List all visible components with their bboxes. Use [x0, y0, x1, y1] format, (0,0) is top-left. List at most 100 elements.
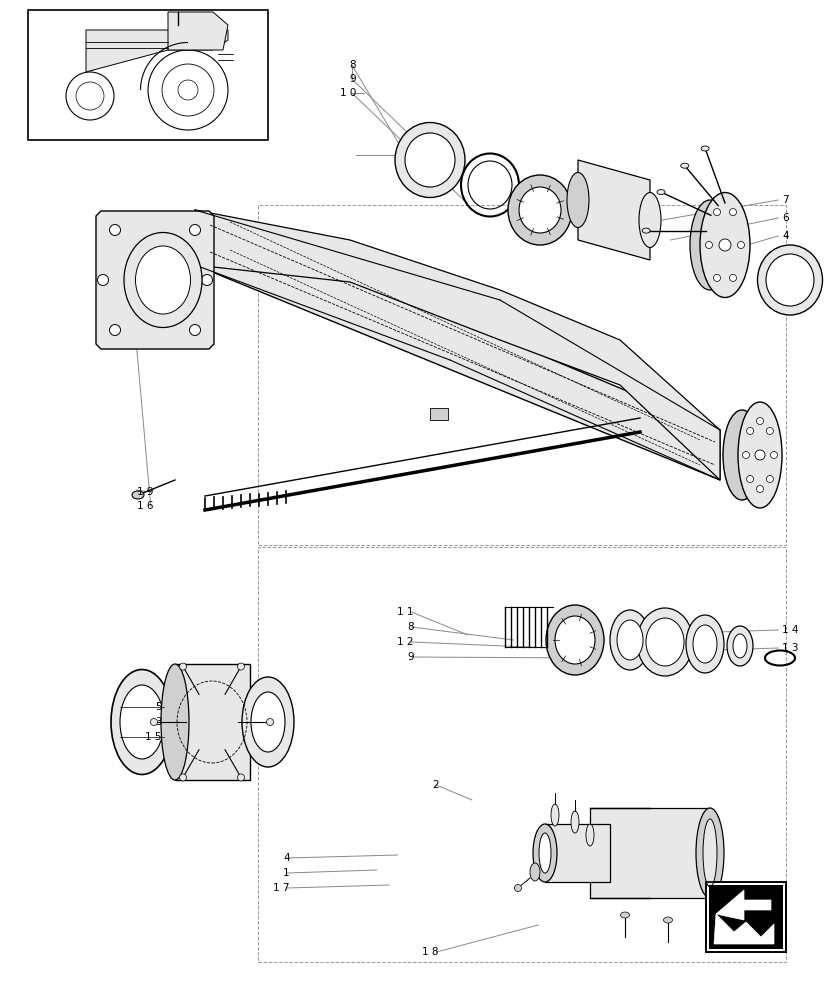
Ellipse shape: [136, 246, 190, 314]
Ellipse shape: [519, 187, 561, 233]
Ellipse shape: [545, 605, 603, 675]
Ellipse shape: [266, 718, 273, 725]
Ellipse shape: [131, 491, 144, 499]
Ellipse shape: [109, 225, 121, 236]
Ellipse shape: [702, 819, 716, 887]
Ellipse shape: [550, 804, 558, 826]
Text: 2: 2: [432, 780, 438, 790]
Ellipse shape: [636, 608, 692, 676]
Ellipse shape: [642, 228, 649, 233]
Ellipse shape: [160, 664, 189, 780]
Ellipse shape: [662, 917, 672, 923]
Ellipse shape: [726, 626, 752, 666]
Ellipse shape: [746, 427, 753, 434]
Ellipse shape: [251, 692, 284, 752]
Ellipse shape: [765, 254, 813, 306]
Polygon shape: [195, 210, 719, 480]
Polygon shape: [86, 30, 227, 72]
Text: 5: 5: [155, 702, 161, 712]
Bar: [258, 205, 785, 545]
Ellipse shape: [722, 410, 760, 500]
Ellipse shape: [566, 173, 588, 228]
Ellipse shape: [151, 718, 157, 725]
Text: 3: 3: [155, 717, 161, 727]
Polygon shape: [715, 890, 770, 920]
Bar: [258, 547, 785, 962]
Polygon shape: [195, 210, 719, 480]
Text: 1 0: 1 0: [339, 88, 356, 98]
Polygon shape: [174, 664, 250, 780]
Text: 6: 6: [782, 213, 788, 223]
Ellipse shape: [729, 274, 735, 281]
Ellipse shape: [680, 163, 688, 168]
Text: 1 5: 1 5: [145, 732, 161, 742]
Ellipse shape: [656, 190, 664, 195]
Ellipse shape: [554, 616, 595, 664]
Ellipse shape: [124, 232, 202, 328]
Ellipse shape: [111, 670, 173, 774]
Ellipse shape: [729, 209, 735, 216]
Ellipse shape: [737, 402, 781, 508]
Ellipse shape: [737, 241, 743, 248]
Ellipse shape: [538, 833, 550, 873]
Text: 1 1: 1 1: [397, 607, 414, 617]
Ellipse shape: [394, 123, 465, 198]
Ellipse shape: [586, 824, 593, 846]
Ellipse shape: [609, 610, 649, 670]
Ellipse shape: [514, 884, 521, 892]
Ellipse shape: [686, 615, 723, 673]
Ellipse shape: [529, 863, 539, 881]
Ellipse shape: [746, 476, 753, 483]
Ellipse shape: [732, 634, 746, 658]
Text: 1 6: 1 6: [136, 501, 153, 511]
Bar: [705, 882, 785, 952]
Text: 4: 4: [782, 231, 788, 241]
Text: 1 9: 1 9: [136, 487, 153, 497]
Ellipse shape: [713, 209, 719, 216]
Ellipse shape: [179, 663, 186, 670]
Polygon shape: [544, 824, 609, 882]
Bar: [28, 10, 268, 140]
Ellipse shape: [179, 774, 186, 781]
Text: 4: 4: [283, 853, 289, 863]
Ellipse shape: [237, 774, 244, 781]
Ellipse shape: [742, 452, 748, 458]
Ellipse shape: [616, 620, 643, 660]
Ellipse shape: [571, 811, 578, 833]
Ellipse shape: [713, 274, 719, 281]
Ellipse shape: [766, 427, 772, 434]
Ellipse shape: [241, 677, 294, 767]
Ellipse shape: [756, 486, 762, 492]
Ellipse shape: [756, 418, 762, 424]
Ellipse shape: [533, 824, 557, 882]
Text: 8: 8: [407, 622, 414, 632]
Text: 1 2: 1 2: [397, 637, 414, 647]
Ellipse shape: [757, 245, 821, 315]
Ellipse shape: [508, 175, 571, 245]
Text: 8: 8: [349, 60, 356, 70]
Text: 9: 9: [349, 74, 356, 84]
Ellipse shape: [692, 625, 716, 663]
Polygon shape: [577, 160, 649, 260]
Ellipse shape: [619, 912, 629, 918]
Ellipse shape: [689, 200, 729, 290]
Text: 1: 1: [283, 868, 289, 878]
Polygon shape: [713, 914, 773, 944]
Ellipse shape: [700, 146, 708, 151]
Ellipse shape: [189, 324, 200, 336]
Text: 1 7: 1 7: [273, 883, 289, 893]
Ellipse shape: [770, 452, 777, 458]
Bar: [429, 408, 447, 420]
Ellipse shape: [696, 808, 723, 898]
Ellipse shape: [120, 685, 164, 759]
Ellipse shape: [645, 618, 683, 666]
Ellipse shape: [766, 476, 772, 483]
Ellipse shape: [754, 450, 764, 460]
Bar: [708, 885, 782, 949]
Ellipse shape: [201, 274, 213, 286]
Ellipse shape: [189, 225, 200, 236]
Ellipse shape: [237, 663, 244, 670]
Ellipse shape: [705, 241, 712, 248]
Bar: [705, 882, 785, 952]
Polygon shape: [168, 12, 227, 50]
